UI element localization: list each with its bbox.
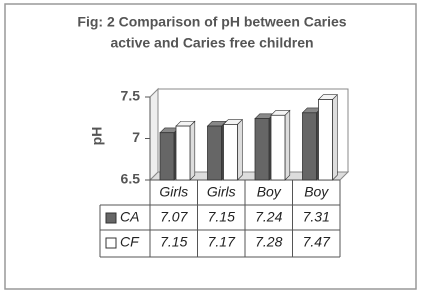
table-value: 7.17 [208, 234, 236, 250]
bar [159, 132, 175, 181]
bar [270, 114, 286, 181]
bar-group [222, 118, 244, 181]
side-wall [149, 87, 159, 182]
bar-side [237, 118, 243, 181]
table-value: 7.28 [255, 234, 282, 250]
table-value: 7.47 [303, 234, 331, 250]
chart-title: active and Caries free children [110, 35, 313, 51]
bar-side [284, 109, 291, 181]
x-tick-label: Boy [257, 184, 282, 200]
y-axis-label: pH [89, 127, 105, 146]
bar [207, 125, 222, 181]
legend-swatch [105, 212, 117, 224]
bar [223, 123, 238, 181]
x-tick-label: Girls [159, 184, 188, 200]
bar-side [332, 93, 338, 181]
x-tick-label: Girls [207, 184, 236, 200]
bar-group [270, 109, 291, 181]
bar [254, 118, 270, 181]
y-tick-label: 6.5 [121, 171, 141, 187]
bar-group [317, 93, 339, 181]
chart-title: Fig: 2 Comparison of pH between Caries [77, 14, 346, 30]
legend-swatch [105, 237, 117, 249]
table-value: 7.31 [303, 209, 330, 225]
table-value: 7.15 [160, 234, 187, 250]
y-tick-label: 7 [132, 129, 140, 145]
table-value: 7.24 [255, 209, 282, 225]
table-value: 7.07 [160, 209, 188, 225]
bar-group [175, 120, 196, 181]
bar [302, 112, 317, 181]
x-tick-label: Boy [304, 184, 329, 200]
legend-label: CA [120, 209, 139, 225]
bar-side [189, 120, 196, 181]
bar [175, 125, 191, 181]
legend-label: CF [120, 234, 140, 250]
bar [318, 99, 333, 181]
y-tick-label: 7.5 [121, 88, 141, 104]
table-value: 7.15 [208, 209, 235, 225]
